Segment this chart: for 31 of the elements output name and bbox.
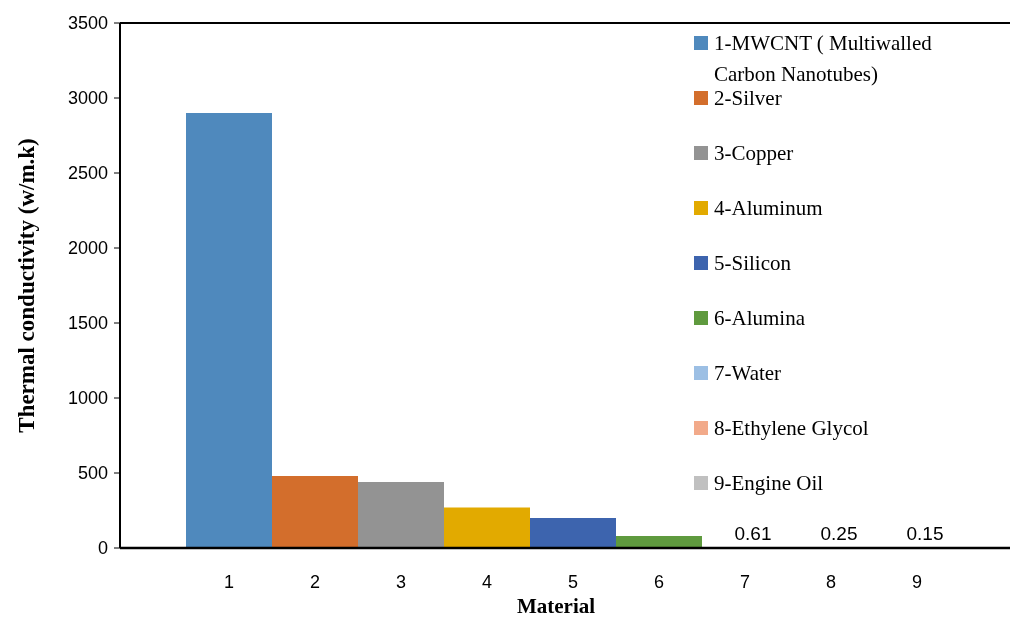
legend-label: 4-Aluminum	[714, 196, 823, 220]
x-tick-label: 1	[223, 572, 235, 592]
y-tick-label: 1500	[67, 313, 108, 334]
y-tick-label: 2000	[67, 238, 108, 259]
legend-label: 2-Silver	[714, 86, 782, 110]
y-tick-label: 1000	[67, 388, 108, 409]
x-tick-label: 8	[825, 572, 837, 592]
x-tick-label: 2	[309, 572, 321, 592]
legend-label: 3-Copper	[714, 141, 794, 165]
data-label: 0.15	[906, 522, 944, 544]
x-tick-label: 3	[395, 572, 407, 592]
x-tick-label: 6	[653, 572, 665, 592]
legend-label: 5-Silicon	[714, 251, 792, 275]
x-tick-label: 7	[739, 572, 751, 592]
x-tick-label: 5	[567, 572, 579, 592]
y-tick-label: 2500	[67, 163, 108, 184]
y-tick-label: 3500	[67, 13, 108, 34]
legend-label: 8-Ethylene Glycol	[714, 416, 869, 440]
legend-label: 9-Engine Oil	[714, 471, 824, 495]
x-axis-title: Material	[516, 594, 596, 618]
data-label: 0.25	[820, 522, 858, 544]
legend-label: 6-Alumina	[714, 306, 806, 330]
y-axis-title: Thermal conductivity (w/m.k)	[14, 138, 39, 433]
y-tick-label: 0	[97, 538, 108, 559]
x-tick-label: 9	[911, 572, 923, 592]
legend-label: 7-Water	[714, 361, 782, 385]
legend-label: 1-MWCNT ( Multiwalled Carbon Nanotubes)	[714, 31, 933, 86]
data-label: 0.61	[734, 522, 772, 544]
y-tick-label: 500	[77, 463, 108, 484]
y-tick-label: 3000	[67, 88, 108, 109]
x-tick-label: 4	[481, 572, 493, 592]
